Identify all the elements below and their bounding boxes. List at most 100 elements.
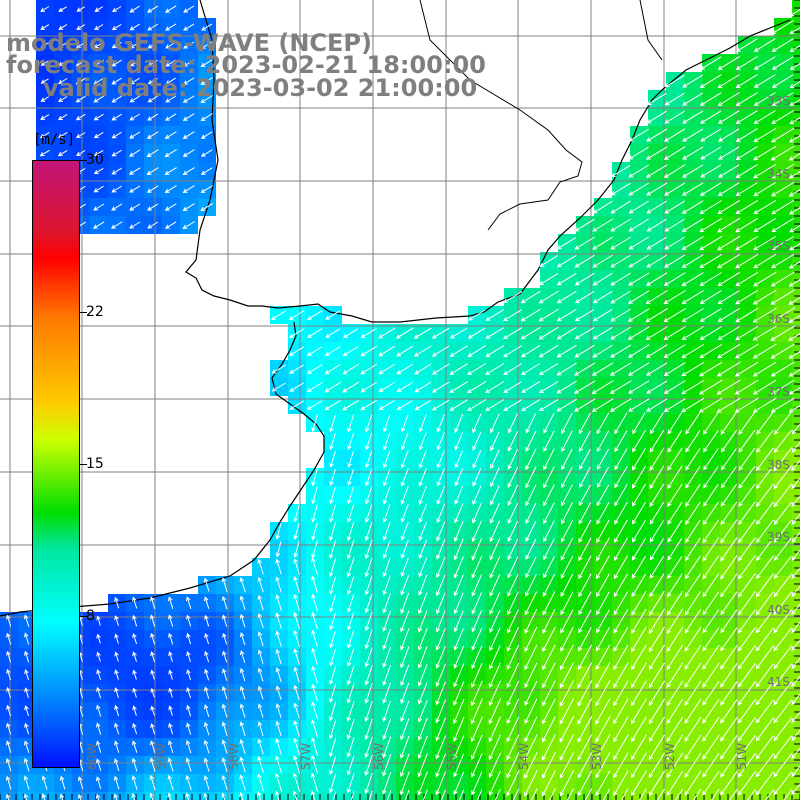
wind-arrow — [453, 520, 464, 542]
wind-arrow — [150, 722, 155, 735]
wind-arrow — [566, 788, 574, 800]
wind-arrow — [146, 167, 159, 175]
wind-arrow — [664, 128, 686, 142]
wind-arrow — [453, 556, 464, 579]
wind-arrow — [791, 621, 800, 634]
wind-arrow — [346, 773, 355, 794]
wind-arrow — [735, 217, 759, 233]
wind-arrow — [328, 539, 337, 560]
wind-arrow — [560, 537, 574, 561]
wind-speed-cell — [576, 792, 594, 800]
wind-arrow — [507, 466, 519, 488]
wind-arrow — [738, 429, 756, 453]
wind-arrow — [628, 398, 650, 412]
wind-arrow — [471, 628, 483, 651]
wind-arrow — [310, 755, 319, 775]
wind-arrow — [113, 775, 120, 790]
wind-arrow — [770, 163, 795, 179]
wind-arrow — [449, 399, 468, 411]
wind-arrow — [378, 327, 396, 339]
wind-arrow — [752, 361, 777, 377]
wind-arrow — [738, 447, 756, 471]
wind-arrow — [182, 59, 195, 67]
wind-arrow — [578, 412, 592, 435]
wind-arrow — [292, 772, 301, 793]
wind-arrow — [360, 345, 377, 357]
wind-arrow — [94, 24, 104, 31]
wind-arrow — [293, 755, 301, 775]
wind-arrow — [738, 573, 756, 598]
wind-arrow — [684, 555, 701, 580]
wind-arrow — [789, 9, 800, 17]
wind-arrow — [96, 686, 102, 699]
wind-speed-cell — [792, 486, 800, 504]
coastline-interior — [419, 0, 663, 231]
wind-arrow — [595, 662, 611, 689]
wind-arrow — [328, 701, 337, 722]
wind-arrow — [239, 595, 246, 610]
wind-arrow — [752, 325, 777, 341]
wind-speed-cell — [792, 792, 800, 800]
wind-arrow — [111, 23, 122, 31]
wind-arrow — [311, 575, 319, 594]
wind-arrow — [368, 790, 373, 800]
colorbar-tick-15: 15 — [86, 456, 104, 472]
wind-arrow — [717, 92, 740, 107]
wind-arrow — [93, 185, 104, 193]
wind-arrow — [738, 555, 756, 580]
wind-arrow — [735, 56, 758, 70]
wind-arrow — [472, 413, 482, 434]
wind-arrow — [538, 344, 559, 358]
wind-arrow — [239, 613, 246, 628]
wind-arrow — [257, 738, 264, 755]
wind-arrow — [293, 558, 300, 575]
wind-arrow — [628, 272, 650, 286]
wind-arrow — [506, 644, 520, 670]
wind-arrow — [306, 346, 323, 356]
wind-arrow — [631, 555, 647, 579]
wind-arrow — [666, 734, 684, 760]
wind-arrow — [770, 361, 795, 377]
wind-arrow — [257, 649, 264, 664]
wind-arrow — [328, 773, 337, 794]
wind-arrow — [755, 735, 775, 760]
wind-arrow — [183, 23, 195, 31]
wind-arrow — [574, 362, 596, 376]
wind-arrow — [702, 573, 720, 598]
wind-arrow — [542, 716, 556, 743]
wind-arrow — [753, 235, 777, 251]
wind-arrow — [716, 379, 741, 395]
latitude-label: 36S — [767, 312, 790, 326]
wind-arrow — [738, 465, 756, 489]
wind-arrow — [200, 113, 213, 121]
wind-arrow — [699, 74, 722, 88]
wind-arrow — [788, 351, 800, 359]
wind-arrow — [524, 698, 538, 725]
wind-arrow — [471, 556, 483, 579]
wind-arrow — [435, 663, 446, 688]
wind-arrow — [592, 308, 613, 322]
wind-arrow — [592, 326, 613, 340]
wind-arrow — [613, 752, 629, 779]
wind-arrow — [490, 449, 500, 470]
wind-arrow — [718, 128, 740, 142]
wind-arrow — [698, 379, 723, 395]
wind-arrow — [399, 753, 410, 778]
wind-arrow — [610, 182, 631, 196]
wind-arrow — [596, 502, 610, 525]
wind-arrow — [791, 693, 800, 706]
wind-arrow — [185, 739, 192, 754]
wind-arrow — [613, 680, 629, 707]
wind-arrow — [471, 520, 482, 543]
wind-arrow — [753, 145, 777, 161]
wind-arrow — [791, 459, 800, 472]
wind-arrow — [738, 537, 756, 562]
wind-arrow — [489, 485, 500, 506]
wind-arrow — [436, 450, 445, 469]
wind-speed-cell — [792, 342, 800, 360]
wind-arrow — [453, 735, 465, 760]
wind-arrow — [610, 326, 632, 340]
wind-arrow — [453, 771, 465, 796]
wind-arrow — [129, 95, 140, 103]
